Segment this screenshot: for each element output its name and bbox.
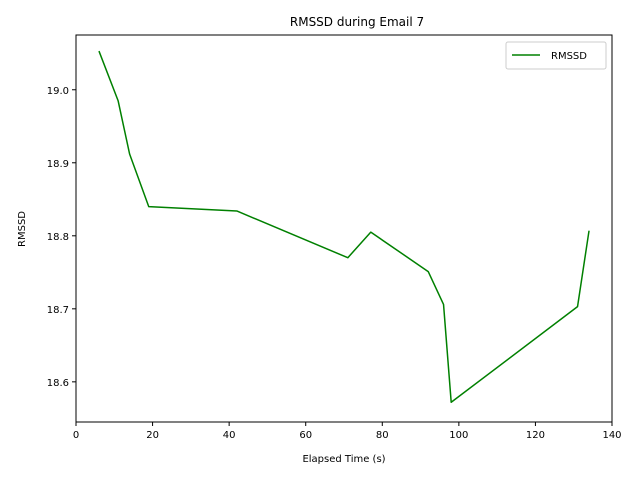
x-tick-label: 40 [223, 430, 236, 441]
x-tick-label: 20 [146, 430, 159, 441]
x-tick-label: 100 [449, 430, 468, 441]
x-tick-label: 140 [602, 430, 621, 441]
y-tick-label: 18.8 [47, 232, 69, 243]
y-tick-label: 18.7 [47, 305, 69, 316]
x-tick-label: 60 [299, 430, 312, 441]
y-tick-label: 18.6 [47, 378, 69, 389]
plot-area [98, 50, 590, 404]
legend: RMSSD [505, 41, 607, 70]
axes-frame [75, 34, 613, 423]
y-axis: 18.6 18.7 18.8 18.9 19.0 [47, 86, 76, 389]
legend-label: RMSSD [551, 51, 587, 62]
x-axis: 0 20 40 60 80 100 120 140 [73, 422, 622, 441]
y-tick-label: 18.9 [47, 159, 69, 170]
x-tick-label: 0 [73, 430, 79, 441]
x-tick-label: 80 [376, 430, 389, 441]
y-tick-label: 19.0 [47, 86, 69, 97]
x-axis-label: Elapsed Time (s) [302, 454, 385, 465]
legend-box [505, 41, 607, 70]
chart-title: RMSSD during Email 7 [290, 15, 424, 29]
x-tick-label: 120 [526, 430, 545, 441]
series-line-rmssd [98, 50, 590, 404]
y-axis-label: RMSSD [17, 211, 28, 247]
